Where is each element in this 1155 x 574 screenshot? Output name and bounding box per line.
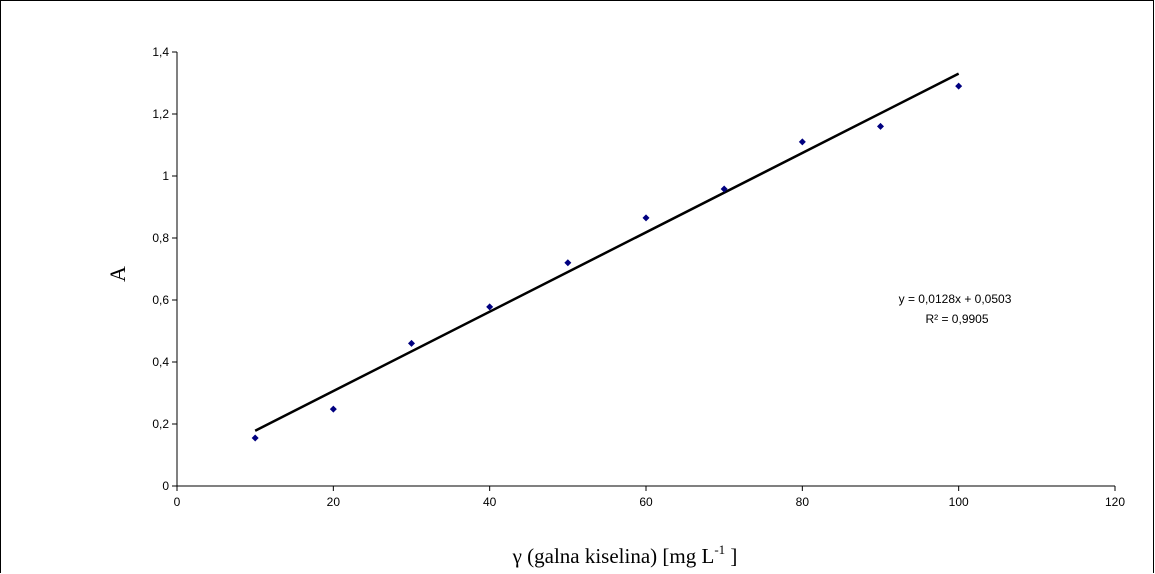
y-tick-label: 0,4 bbox=[152, 355, 169, 369]
trendline-equation: y = 0,0128x + 0,0503 bbox=[899, 292, 1012, 306]
data-point bbox=[329, 405, 337, 413]
x-tick-label: 0 bbox=[174, 495, 181, 509]
x-tick-label: 120 bbox=[1105, 495, 1125, 509]
y-axis-title: A bbox=[105, 266, 130, 282]
y-tick-label: 1,4 bbox=[152, 45, 169, 59]
y-tick-label: 0,8 bbox=[152, 231, 169, 245]
data-point bbox=[955, 82, 963, 90]
data-point bbox=[564, 259, 572, 267]
data-point bbox=[877, 122, 884, 130]
trendline bbox=[254, 72, 960, 432]
x-tick-label: 80 bbox=[796, 495, 810, 509]
x-ticks: 0 20 40 60 80 100 120 bbox=[174, 486, 1125, 509]
x-tick-label: 60 bbox=[639, 495, 653, 509]
x-tick-label: 20 bbox=[327, 495, 341, 509]
data-point bbox=[642, 214, 650, 222]
data-points bbox=[251, 82, 963, 442]
x-tick-label: 40 bbox=[483, 495, 497, 509]
y-tick-label: 0 bbox=[162, 479, 169, 493]
r-squared-label: R² = 0,9905 bbox=[925, 312, 988, 326]
data-point bbox=[408, 339, 415, 347]
y-tick-label: 0,2 bbox=[152, 417, 169, 431]
data-point bbox=[486, 303, 494, 311]
x-axis-title-suffix: ] bbox=[725, 544, 737, 568]
data-point bbox=[720, 185, 728, 193]
x-axis-title-main: γ (galna kiselina) [mg L bbox=[512, 544, 715, 568]
y-tick-label: 1,2 bbox=[152, 107, 169, 121]
data-point bbox=[251, 434, 259, 442]
y-tick-label: 1 bbox=[162, 169, 169, 183]
x-axis-title: γ (galna kiselina) [mg L-1 ] bbox=[512, 542, 738, 568]
y-tick-label: 0,6 bbox=[152, 293, 169, 307]
x-axis-title-superscript: -1 bbox=[714, 542, 725, 557]
y-ticks: 0 0,2 0,4 0,6 0,8 1 1,2 1,4 bbox=[152, 45, 177, 493]
axes bbox=[176, 52, 1115, 487]
data-point bbox=[798, 138, 806, 146]
x-tick-label: 100 bbox=[949, 495, 969, 509]
